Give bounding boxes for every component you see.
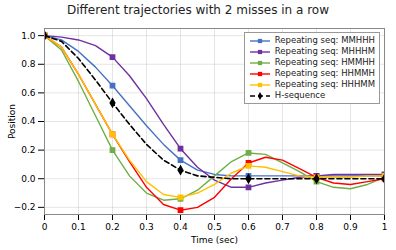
svg-text:0.1: 0.1 [71, 222, 85, 232]
html-text:Repeating seq: HHHMM: Repeating seq: HHHMM [274, 79, 375, 89]
html-text:H-sequence: H-sequence [274, 90, 326, 100]
svg-text:0.4: 0.4 [173, 222, 188, 232]
svg-text:Position: Position [7, 104, 17, 139]
svg-text:0.2: 0.2 [105, 222, 119, 232]
svg-text:0.5: 0.5 [207, 222, 221, 232]
svg-text:0.0: 0.0 [21, 174, 36, 184]
svg-text:0.6: 0.6 [241, 222, 256, 232]
svg-text:0.3: 0.3 [139, 222, 153, 232]
svg-text:0.2: 0.2 [21, 145, 35, 155]
svg-text:0.8: 0.8 [21, 59, 36, 69]
svg-text:1: 1 [382, 222, 388, 232]
svg-text:1.0: 1.0 [21, 31, 36, 41]
svg-text:0.9: 0.9 [343, 222, 358, 232]
svg-text:0.7: 0.7 [275, 222, 289, 232]
svg-text:Time (sec): Time (sec) [190, 235, 238, 245]
svg-text:0.4: 0.4 [21, 116, 36, 126]
html-text:Different trajectories with 2: Different trajectories with 2 misses in … [67, 3, 329, 17]
svg-text:0.8: 0.8 [309, 222, 324, 232]
html-text:Repeating seq: HMMHH: Repeating seq: HMMHH [274, 57, 375, 67]
html-text:Repeating seq: MHHHM: Repeating seq: MHHHM [274, 46, 375, 56]
html-text:Repeating seq: MMHHH: Repeating seq: MMHHH [274, 35, 375, 45]
svg-text:0.6: 0.6 [21, 88, 36, 98]
html-text:Repeating seq: HHMMH: Repeating seq: HHMMH [274, 68, 375, 78]
svg-text:−0.2: −0.2 [14, 202, 36, 212]
svg-text:0: 0 [42, 222, 48, 232]
